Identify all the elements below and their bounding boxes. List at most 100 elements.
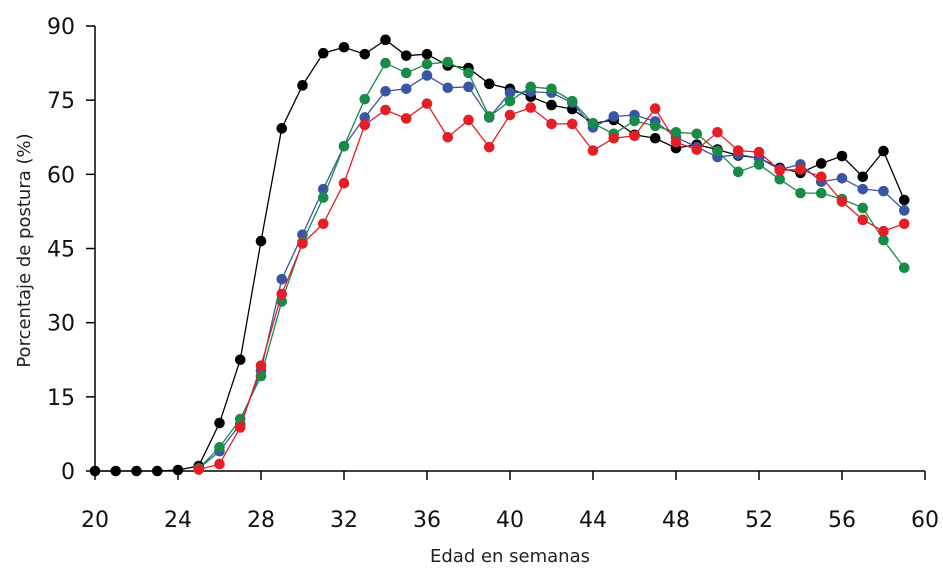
y-tick-label: 90	[47, 15, 75, 40]
x-tick-label: 24	[164, 508, 192, 533]
data-point	[463, 114, 474, 126]
data-point	[629, 130, 640, 142]
data-point	[255, 360, 267, 371]
data-point	[193, 464, 205, 475]
x-tick-label: 44	[579, 508, 607, 533]
data-point	[546, 83, 557, 95]
y-tick-label: 60	[47, 163, 75, 188]
data-point	[297, 80, 308, 91]
data-point	[400, 50, 412, 61]
x-tick-label: 32	[330, 508, 358, 533]
data-point	[898, 205, 910, 216]
data-point	[732, 145, 744, 156]
series-1	[193, 70, 910, 474]
data-point	[442, 56, 454, 68]
data-point	[234, 413, 246, 425]
x-tick-label: 28	[247, 508, 275, 533]
series-3	[193, 98, 910, 475]
data-point	[483, 141, 495, 153]
data-point	[608, 111, 620, 122]
data-point	[421, 48, 433, 60]
data-point	[214, 441, 225, 453]
data-point	[89, 465, 101, 477]
data-series	[89, 34, 910, 477]
data-point	[670, 127, 682, 138]
data-point	[421, 98, 433, 109]
data-point	[795, 187, 806, 199]
data-point	[234, 354, 246, 366]
data-point	[712, 127, 723, 138]
series-line	[198, 102, 905, 471]
x-tick-label: 56	[828, 508, 856, 533]
series-0	[89, 34, 910, 477]
data-point	[691, 144, 703, 155]
data-point	[317, 192, 329, 203]
data-point	[836, 150, 848, 162]
x-tick-label: 40	[496, 508, 524, 533]
data-point	[359, 119, 371, 131]
data-point	[380, 57, 391, 69]
data-point	[878, 225, 889, 237]
data-point	[815, 187, 827, 199]
data-point	[753, 146, 765, 158]
data-point	[649, 103, 661, 114]
data-point	[400, 67, 412, 79]
data-point	[525, 81, 537, 93]
x-tick-label: 36	[413, 508, 441, 533]
data-point	[463, 81, 474, 93]
data-point	[649, 120, 661, 132]
data-point	[546, 118, 557, 130]
data-point	[649, 132, 661, 144]
data-point	[151, 465, 163, 477]
data-point	[753, 159, 765, 170]
data-point	[608, 132, 620, 144]
data-point	[442, 131, 454, 143]
data-point	[898, 262, 910, 274]
data-point	[774, 173, 786, 185]
data-point	[276, 123, 288, 134]
data-point	[131, 465, 142, 477]
data-point	[878, 185, 889, 197]
data-point	[338, 41, 350, 53]
data-point	[712, 145, 723, 157]
data-point	[898, 218, 910, 230]
data-point	[857, 214, 869, 226]
data-point	[234, 422, 246, 433]
data-point	[795, 164, 806, 175]
data-point	[317, 218, 329, 230]
data-point	[297, 238, 308, 249]
data-point	[400, 113, 412, 124]
data-point	[857, 202, 869, 214]
data-point	[338, 140, 350, 152]
data-point	[359, 93, 371, 105]
data-point	[214, 417, 225, 429]
data-point	[380, 34, 391, 46]
data-point	[400, 83, 412, 95]
data-point	[255, 235, 267, 247]
data-point	[836, 172, 848, 184]
data-point	[546, 99, 557, 111]
y-tick-label: 30	[47, 312, 75, 337]
series-line	[198, 74, 905, 470]
data-point	[359, 112, 371, 123]
y-tick-label: 0	[61, 460, 75, 485]
y-axis-title: Porcentaje de postura (%)	[14, 133, 35, 367]
x-tick-label: 52	[745, 508, 773, 533]
data-point	[629, 115, 640, 127]
data-point	[463, 67, 474, 79]
data-point	[214, 458, 225, 470]
data-point	[504, 95, 516, 107]
data-point	[774, 165, 786, 176]
data-point	[857, 171, 869, 183]
data-point	[836, 196, 848, 207]
series-line	[95, 39, 905, 472]
data-point	[442, 82, 454, 94]
y-tick-label: 75	[47, 89, 75, 114]
data-point	[857, 183, 869, 195]
data-point	[587, 145, 599, 156]
data-point	[566, 95, 578, 107]
data-point	[380, 85, 391, 97]
x-tick-label: 20	[81, 508, 109, 533]
data-point	[815, 158, 827, 169]
